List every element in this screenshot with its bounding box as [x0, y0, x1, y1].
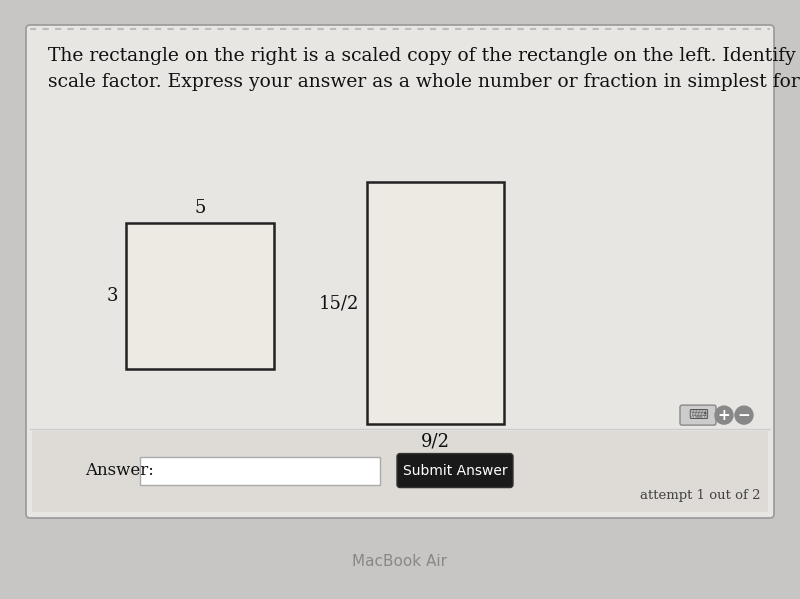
FancyBboxPatch shape: [26, 25, 774, 518]
Text: −: −: [738, 408, 750, 423]
Text: 5: 5: [194, 199, 206, 217]
Circle shape: [735, 406, 753, 424]
Text: 3: 3: [106, 287, 118, 305]
Bar: [366, 181, 504, 424]
Bar: [126, 223, 274, 368]
Bar: [32, 431, 768, 512]
Text: 9/2: 9/2: [421, 432, 450, 450]
Text: attempt 1 out of 2: attempt 1 out of 2: [639, 489, 760, 503]
FancyBboxPatch shape: [397, 453, 513, 488]
Text: Submit Answer: Submit Answer: [402, 464, 507, 477]
Text: The rectangle on the right is a scaled copy of the rectangle on the left. Identi: The rectangle on the right is a scaled c…: [48, 47, 800, 90]
Text: Answer:: Answer:: [85, 462, 154, 479]
Text: ⌨: ⌨: [688, 408, 708, 422]
Text: 15/2: 15/2: [318, 294, 358, 312]
Text: +: +: [718, 408, 730, 423]
Circle shape: [715, 406, 733, 424]
Bar: [140, 456, 380, 485]
FancyBboxPatch shape: [680, 405, 716, 425]
Text: MacBook Air: MacBook Air: [353, 553, 447, 568]
